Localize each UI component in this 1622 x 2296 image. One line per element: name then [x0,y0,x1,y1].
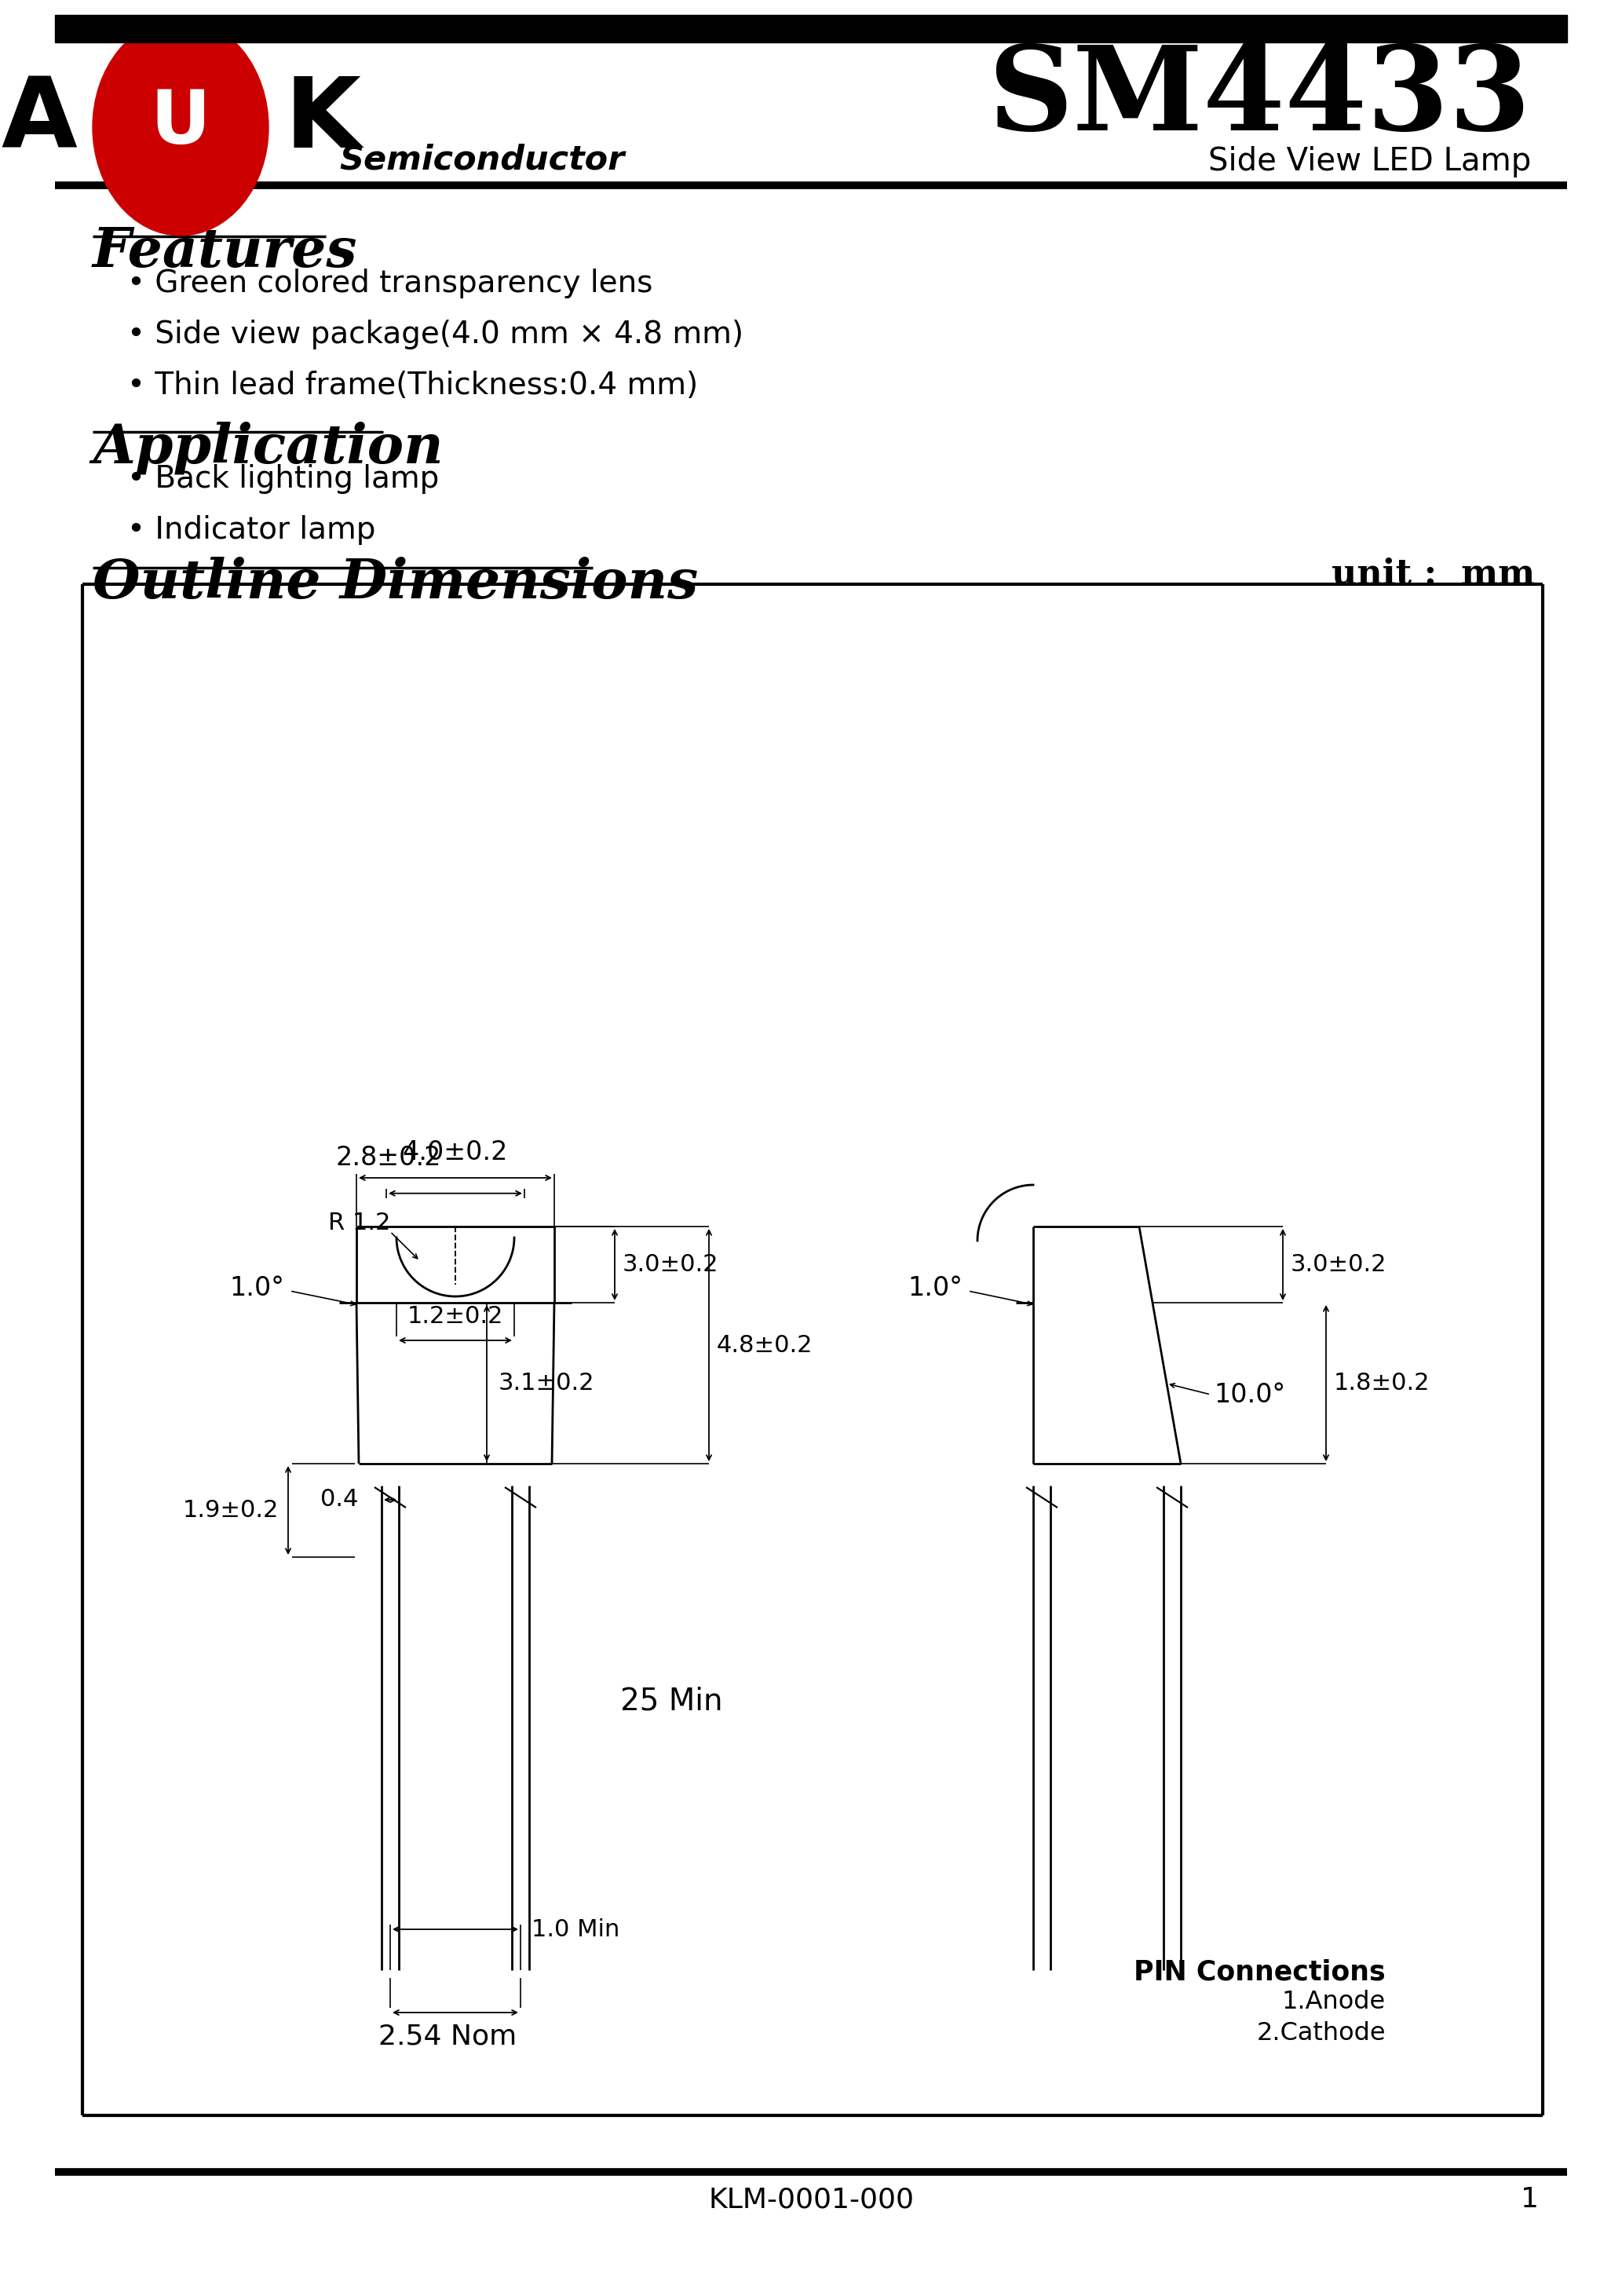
Text: 2.8±0.2: 2.8±0.2 [336,1146,441,1171]
Text: 1.Anode: 1.Anode [1281,1991,1385,2014]
Text: 3.0±0.2: 3.0±0.2 [623,1254,719,1277]
Text: • Indicator lamp: • Indicator lamp [127,514,376,544]
Text: • Green colored transparency lens: • Green colored transparency lens [127,269,652,298]
Text: 1.0 Min: 1.0 Min [532,1917,620,1940]
Text: 1: 1 [1521,2186,1539,2213]
Text: • Side view package(4.0 mm × 4.8 mm): • Side view package(4.0 mm × 4.8 mm) [127,319,743,349]
Text: 10.0°: 10.0° [1213,1382,1285,1407]
Text: KLM-0001-000: KLM-0001-000 [709,2186,913,2213]
Text: 4.8±0.2: 4.8±0.2 [717,1334,813,1357]
Text: K: K [284,73,360,168]
Text: Semiconductor: Semiconductor [339,145,624,177]
Ellipse shape [92,18,269,236]
Text: 2.Cathode: 2.Cathode [1257,2020,1385,2046]
Text: Outline Dimensions: Outline Dimensions [92,556,697,611]
Text: Application: Application [92,420,443,473]
Text: R 1.2: R 1.2 [328,1212,391,1235]
Text: Side View LED Lamp: Side View LED Lamp [1208,147,1531,177]
Text: • Back lighting lamp: • Back lighting lamp [127,464,440,494]
Text: 3.1±0.2: 3.1±0.2 [498,1371,595,1394]
Bar [55,14,1567,41]
Text: 1.0°: 1.0° [908,1277,962,1302]
Text: • Thin lead frame(Thickness:0.4 mm): • Thin lead frame(Thickness:0.4 mm) [127,370,697,400]
Text: 4.0±0.2: 4.0±0.2 [402,1139,508,1166]
Text: Features: Features [92,225,357,278]
Text: 1.2±0.2: 1.2±0.2 [407,1304,503,1327]
Text: 1.9±0.2: 1.9±0.2 [183,1499,279,1522]
Text: unit :  mm: unit : mm [1332,556,1534,590]
Text: 3.0±0.2: 3.0±0.2 [1291,1254,1387,1277]
Text: A: A [2,73,76,168]
Text: 25 Min: 25 Min [620,1688,723,1717]
Text: PIN Connections: PIN Connections [1134,1958,1385,1986]
Text: 2.54 Nom: 2.54 Nom [378,2023,517,2050]
Text: SM4433: SM4433 [988,41,1531,154]
Text: 0.4: 0.4 [320,1488,358,1511]
Text: 1.0°: 1.0° [229,1277,284,1302]
Text: 1.8±0.2: 1.8±0.2 [1333,1371,1431,1394]
Text: U: U [151,87,211,158]
